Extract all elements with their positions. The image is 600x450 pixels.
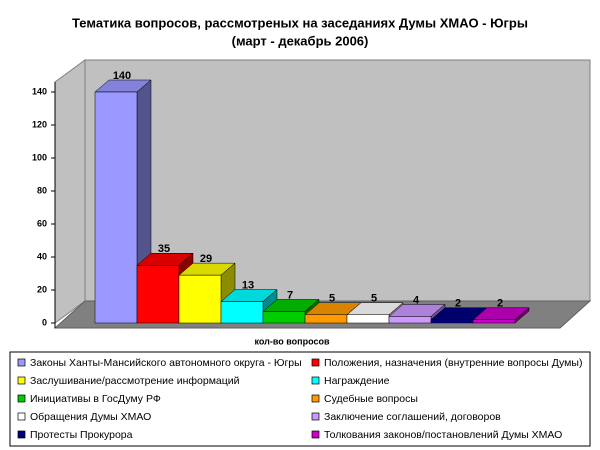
legend-label: Обращения Думы ХМАО bbox=[30, 411, 151, 423]
legend-swatch bbox=[311, 394, 320, 403]
bar bbox=[388, 316, 432, 324]
bar bbox=[304, 314, 348, 324]
y-tick-label: 20 bbox=[37, 284, 47, 294]
bar bbox=[472, 319, 516, 324]
legend-label: Инициативы в ГосДуму РФ bbox=[30, 393, 161, 405]
legend-label: Законы Ханты-Мансийского автономного окр… bbox=[30, 357, 302, 369]
value-label: 29 bbox=[200, 253, 212, 265]
bar bbox=[136, 265, 180, 324]
value-label: 35 bbox=[158, 243, 170, 255]
legend-swatch bbox=[311, 430, 320, 439]
y-tick-label: 80 bbox=[37, 185, 47, 195]
legend-swatch bbox=[17, 358, 26, 367]
y-tick-label: 40 bbox=[37, 251, 47, 261]
y-tick-label: 140 bbox=[32, 86, 47, 96]
chart-title: Тематика вопросов, рассмотреных на засед… bbox=[72, 15, 528, 30]
value-label: 140 bbox=[113, 70, 131, 82]
bar bbox=[178, 274, 222, 324]
value-label: 5 bbox=[371, 293, 377, 305]
legend-swatch bbox=[17, 412, 26, 421]
value-label: 7 bbox=[287, 289, 293, 301]
bar bbox=[346, 314, 390, 324]
y-tick-label: 60 bbox=[37, 218, 47, 228]
legend-label: Судебные вопросы bbox=[324, 393, 418, 405]
bar bbox=[94, 91, 138, 324]
legend-label: Протесты Прокурора bbox=[30, 429, 133, 441]
value-label: 4 bbox=[413, 294, 420, 306]
chart-subtitle: (март - декабрь 2006) bbox=[232, 33, 369, 48]
legend-swatch bbox=[311, 376, 320, 385]
legend-swatch bbox=[311, 358, 320, 367]
y-tick-label: 0 bbox=[42, 317, 47, 327]
y-tick-label: 100 bbox=[32, 152, 47, 162]
legend-swatch bbox=[17, 430, 26, 439]
bar bbox=[430, 319, 474, 324]
legend-box bbox=[9, 351, 591, 447]
value-label: 5 bbox=[329, 293, 335, 305]
legend-label: Заслушивание/рассмотрение информаций bbox=[30, 375, 240, 387]
legend-swatch bbox=[17, 394, 26, 403]
value-label: 13 bbox=[242, 279, 254, 291]
side-wall bbox=[54, 59, 86, 324]
legend-swatch bbox=[311, 412, 320, 421]
value-label: 2 bbox=[497, 298, 503, 310]
value-label: 2 bbox=[455, 298, 461, 310]
legend-label: Положения, назначения (внутренние вопрос… bbox=[324, 357, 582, 369]
y-tick-label: 120 bbox=[32, 119, 47, 129]
legend-label: Заключение соглашений, договоров bbox=[324, 411, 501, 423]
legend-label: Награждение bbox=[324, 375, 390, 387]
legend-label: Толкования законов/постановлений Думы ХМ… bbox=[324, 429, 562, 441]
bar bbox=[262, 311, 306, 324]
legend-swatch bbox=[17, 376, 26, 385]
bar bbox=[220, 301, 264, 324]
x-tick-label: кол-во вопросов bbox=[254, 336, 330, 346]
